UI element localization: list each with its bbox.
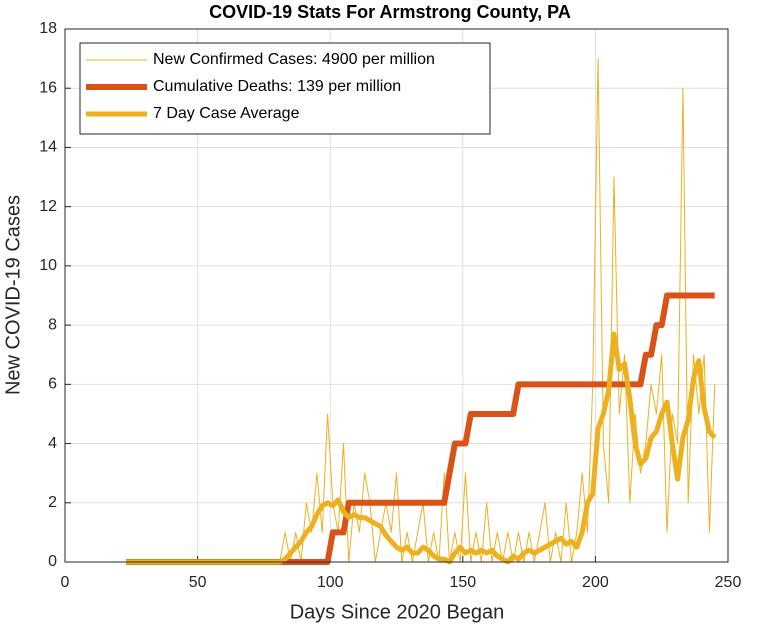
y-tick-label: 14 (39, 139, 57, 156)
y-tick-label: 8 (48, 316, 57, 333)
chart-title: COVID-19 Stats For Armstrong County, PA (209, 2, 571, 22)
y-tick-label: 16 (39, 79, 57, 96)
y-axis-label: New COVID-19 Cases (2, 195, 24, 395)
axes-frame (64, 28, 729, 563)
legend-label: 7 Day Case Average (153, 105, 300, 122)
y-tick-label: 2 (48, 494, 57, 511)
x-tick-label: 100 (317, 574, 344, 591)
x-tick-label: 0 (61, 574, 70, 591)
y-tick-label: 18 (39, 20, 57, 37)
x-tick-label: 200 (582, 574, 609, 591)
x-tick-label: 250 (715, 574, 742, 591)
legend: New Confirmed Cases: 4900 per million Cum… (79, 42, 491, 135)
x-axis-label: Days Since 2020 Began (290, 601, 505, 623)
y-tick-label: 10 (39, 257, 57, 274)
y-tick-label: 6 (48, 376, 57, 393)
x-tick-label: 50 (189, 574, 207, 591)
legend-label: Cumulative Deaths: 139 per million (153, 78, 401, 95)
y-tick-label: 12 (39, 198, 57, 215)
x-tick-label: 150 (449, 574, 476, 591)
legend-label: New Confirmed Cases: 4900 per million (153, 51, 435, 68)
y-tick-label: 4 (48, 435, 57, 452)
y-tick-label: 0 (48, 553, 57, 570)
legend-box (79, 42, 491, 135)
